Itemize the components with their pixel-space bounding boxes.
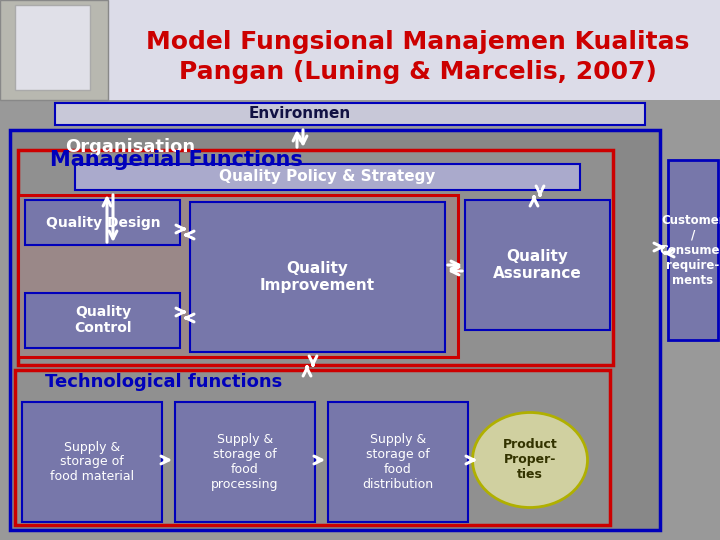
Bar: [465, 200, 610, 330]
Bar: [55, 103, 645, 125]
Text: Organisation: Organisation: [65, 138, 195, 156]
Text: Model Fungsional Manajemen Kualitas: Model Fungsional Manajemen Kualitas: [146, 30, 690, 54]
Bar: [15, 5, 90, 90]
Bar: [75, 164, 580, 190]
Bar: [15, 370, 610, 525]
Bar: [10, 130, 660, 530]
Text: Quality Design: Quality Design: [45, 216, 161, 230]
Text: Environmen: Environmen: [249, 106, 351, 122]
Text: Supply &
storage of
food
distribution: Supply & storage of food distribution: [362, 433, 433, 491]
Text: Customer
/
Consumer
require-
ments: Customer / Consumer require- ments: [660, 213, 720, 287]
Text: Supply &
storage of
food
processing: Supply & storage of food processing: [211, 433, 279, 491]
Text: Supply &
storage of
food material: Supply & storage of food material: [50, 441, 134, 483]
Text: Pangan (Luning & Marcelis, 2007): Pangan (Luning & Marcelis, 2007): [179, 60, 657, 84]
Text: Quality Policy & Strategy: Quality Policy & Strategy: [219, 170, 435, 185]
Text: Managerial Functions: Managerial Functions: [50, 150, 303, 170]
Bar: [25, 200, 180, 245]
Bar: [0, 0, 108, 100]
Bar: [0, 0, 720, 100]
Text: Technological functions: Technological functions: [45, 373, 282, 391]
Text: Quality
Control: Quality Control: [74, 305, 132, 335]
Bar: [22, 402, 162, 522]
Ellipse shape: [472, 413, 588, 508]
Bar: [0, 100, 720, 540]
Bar: [18, 195, 458, 357]
Bar: [190, 202, 445, 352]
Text: Quality
Assurance: Quality Assurance: [492, 249, 581, 281]
Text: Product
Proper-
ties: Product Proper- ties: [503, 438, 557, 482]
Bar: [328, 402, 468, 522]
Bar: [18, 150, 613, 365]
Bar: [175, 402, 315, 522]
Text: Quality
Improvement: Quality Improvement: [259, 261, 374, 293]
Bar: [668, 160, 718, 340]
Bar: [25, 293, 180, 348]
